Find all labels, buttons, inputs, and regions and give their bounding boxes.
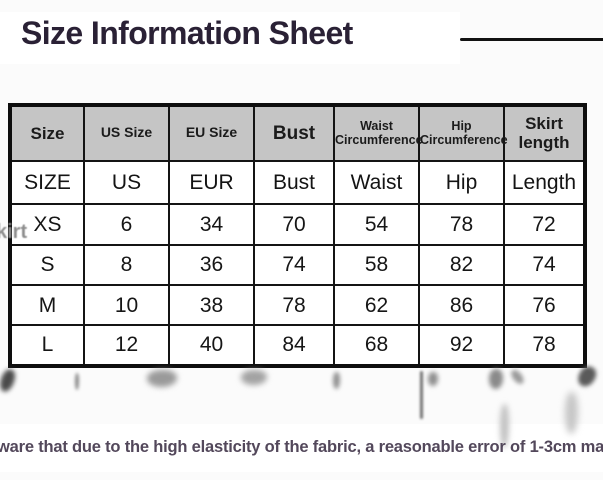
subheader-length: Length xyxy=(503,159,586,206)
smudge-artifact xyxy=(333,372,340,389)
row-label: XS xyxy=(9,203,85,246)
page-title: Size Information Sheet xyxy=(21,15,353,51)
table-row: S 8 36 74 58 82 74 xyxy=(9,243,586,287)
subheader-waist: Waist xyxy=(333,159,420,206)
row-label: L xyxy=(9,324,85,367)
smudge-artifact xyxy=(147,370,177,387)
table-cell: 70 xyxy=(253,203,335,246)
col-header-size: Size xyxy=(9,104,85,162)
subheader-size: SIZE xyxy=(9,159,85,206)
smudge-artifact xyxy=(428,372,438,386)
smudge-artifact xyxy=(500,404,509,448)
table-cell: 78 xyxy=(503,324,586,367)
col-header-skirt-length: Skirt length xyxy=(503,104,586,162)
table-cell: 84 xyxy=(253,324,335,367)
col-header-bust: Bust xyxy=(253,104,335,162)
table-row: L 12 40 84 68 92 78 xyxy=(9,324,586,367)
subheader-eur: EUR xyxy=(168,159,255,206)
row-label: S xyxy=(9,243,85,287)
table-cell: 8 xyxy=(83,243,170,287)
table-cell: 74 xyxy=(503,243,586,287)
col-header-us-size: US Size xyxy=(83,104,170,162)
table-row: XS 6 34 70 54 78 72 xyxy=(9,203,586,246)
table-cell: 12 xyxy=(83,324,170,367)
table-cell: 40 xyxy=(168,324,255,367)
title-background-band xyxy=(0,12,460,64)
col-header-hip: Hip Circumference xyxy=(418,104,508,162)
col-header-eu-size: EU Size xyxy=(168,104,255,162)
smudge-artifact xyxy=(0,367,18,394)
table-cell: 78 xyxy=(253,284,335,327)
table-cell: 58 xyxy=(333,243,420,287)
smudge-artifact xyxy=(420,371,423,419)
table-cell: 76 xyxy=(503,284,586,327)
smudge-artifact xyxy=(241,370,267,385)
table-cell: 72 xyxy=(503,203,586,246)
table-cell: 78 xyxy=(418,203,505,246)
table-cell: 34 xyxy=(168,203,255,246)
cutoff-watermark-text: kirt xyxy=(0,221,28,243)
table-cell: 68 xyxy=(333,324,420,367)
table-cell: 86 xyxy=(418,284,505,327)
title-divider-line xyxy=(460,38,603,41)
table-cell: 92 xyxy=(418,324,505,367)
table-cell: 10 xyxy=(83,284,170,327)
size-table: Size US Size EU Size Bust Waist Circumfe… xyxy=(8,103,587,368)
subheader-bust: Bust xyxy=(253,159,335,206)
col-header-waist: Waist Circumference xyxy=(333,104,423,162)
subheader-us: US xyxy=(83,159,170,206)
subheader-hip: Hip xyxy=(418,159,505,206)
table-cell: 36 xyxy=(168,243,255,287)
table-header-row: Size US Size EU Size Bust Waist Circumfe… xyxy=(9,104,586,162)
table-row: M 10 38 78 62 86 76 xyxy=(9,284,586,327)
table-cell: 74 xyxy=(253,243,335,287)
row-label: M xyxy=(9,284,85,327)
table-cell: 62 xyxy=(333,284,420,327)
elasticity-disclaimer-text: ware that due to the high elasticity of … xyxy=(0,438,603,456)
smudge-artifact xyxy=(508,367,527,387)
smudge-artifact xyxy=(75,373,79,390)
table-cell: 6 xyxy=(83,203,170,246)
smudge-artifact xyxy=(565,392,578,434)
table-cell: 38 xyxy=(168,284,255,327)
table-cell: 82 xyxy=(418,243,505,287)
table-cell: 54 xyxy=(333,203,420,246)
table-subheader-row: SIZE US EUR Bust Waist Hip Length xyxy=(9,159,586,206)
smudge-artifact xyxy=(489,369,503,389)
